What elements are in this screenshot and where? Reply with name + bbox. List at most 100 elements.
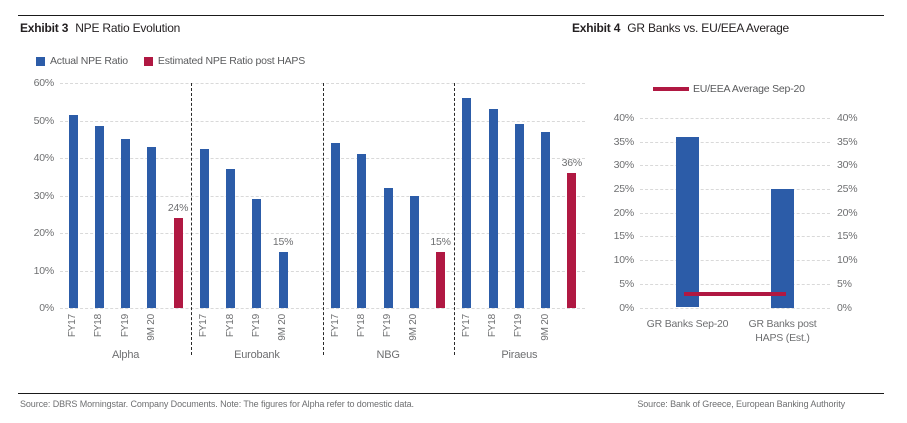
y-axis-label-right: 15% <box>837 230 858 243</box>
y-axis-label-right: 40% <box>837 111 858 124</box>
x-tick-label: FY19 <box>382 314 394 338</box>
y-axis-label: 60% <box>33 77 55 89</box>
group-label-piraeus: Piraeus <box>501 349 538 361</box>
bar-piraeus-FY17 <box>462 98 472 308</box>
y-axis-label-left: 0% <box>619 301 634 314</box>
y-axis-label: 30% <box>33 189 55 202</box>
bar-piraeus-FY19 <box>514 124 524 308</box>
x-tick-label: FY18 <box>355 314 367 338</box>
y-axis-label-right: 20% <box>837 206 858 219</box>
exhibit4-label: Exhibit 4 <box>572 21 621 35</box>
y-axis-label-left: 25% <box>613 183 635 195</box>
x-tick-label: 9M 20 <box>145 314 157 341</box>
exhibit3-legend: Actual NPE Ratio Estimated NPE Ratio pos… <box>36 55 305 67</box>
bar-eurobank-FY17 <box>199 148 209 308</box>
x-tick-label: 9M 20 <box>539 314 551 341</box>
group-label-eurobank: Eurobank <box>234 349 280 361</box>
footer-source-left: Source: DBRS Morningstar. Company Docume… <box>20 399 414 409</box>
x-tick-label: FY19 <box>250 314 262 338</box>
x-tick-label: 9M 20 <box>277 314 289 341</box>
legend-label-actual: Actual NPE Ratio <box>50 55 128 67</box>
gridline <box>640 236 830 238</box>
x-tick-label: FY18 <box>93 314 105 338</box>
exhibit3-label: Exhibit 3 <box>20 21 69 35</box>
x-tick-label: FY18 <box>487 314 499 338</box>
bar-nbg-9M20 <box>409 195 419 308</box>
y-axis-label-right: 25% <box>837 183 858 195</box>
x-tick-label: FY19 <box>119 314 131 338</box>
gridline <box>640 141 830 143</box>
bar-nbg-FY17 <box>331 143 341 308</box>
bar-eurobank-FY19 <box>252 199 262 308</box>
bar-data-label: 36% <box>561 157 583 169</box>
exhibit3-title-text: NPE Ratio Evolution <box>75 21 181 35</box>
gridline <box>640 165 830 167</box>
exhibit4-title-text: GR Banks vs. EU/EEA Average <box>627 21 790 35</box>
bar-0 <box>676 136 699 308</box>
bar-data-label: 24% <box>167 202 189 214</box>
y-axis-label-right: 0% <box>837 301 852 314</box>
eu-eea-average-line <box>684 292 786 297</box>
x-tick-label: FY18 <box>224 314 236 338</box>
bar-piraeus-FY18 <box>488 109 498 308</box>
y-axis-label-right: 5% <box>837 277 852 290</box>
bar-alpha-FY17 <box>68 114 78 308</box>
footer-source-right: Source: Bank of Greece, European Banking… <box>637 399 845 409</box>
y-axis-label-left: 40% <box>613 111 635 124</box>
y-axis-label: 40% <box>33 152 55 164</box>
gridline <box>640 117 830 119</box>
legend-label-posthaps: Estimated NPE Ratio post HAPS <box>157 55 306 67</box>
group-separator <box>453 83 455 355</box>
y-axis-label: 20% <box>33 227 55 239</box>
legend-label-eu-eea: EU/EEA Average Sep-20 <box>693 83 805 95</box>
y-axis-label-left: 30% <box>613 159 635 172</box>
exhibit4-legend: EU/EEA Average Sep-20 <box>653 83 805 95</box>
bar-alpha-FY19 <box>121 139 131 308</box>
bar-alpha-post-haps <box>173 218 183 308</box>
bar-alpha-9M20 <box>147 146 157 308</box>
x-tick-label: FY17 <box>67 314 79 338</box>
y-axis-label: 10% <box>33 264 55 277</box>
y-axis-label-right: 10% <box>837 254 858 267</box>
bar-nbg-FY19 <box>383 188 393 308</box>
bar-alpha-FY18 <box>94 126 104 308</box>
y-axis-label-left: 5% <box>619 277 634 290</box>
y-axis-label-left: 10% <box>613 254 635 267</box>
bar-data-label: 15% <box>272 235 294 248</box>
bar-eurobank-FY18 <box>226 169 236 308</box>
y-axis-label-left: 35% <box>613 135 635 148</box>
bar-piraeus-post-haps <box>567 173 577 308</box>
bar-nbg-post-haps <box>436 251 446 308</box>
y-axis-label: 0% <box>39 302 54 314</box>
gridline <box>640 260 830 262</box>
bottom-rule <box>18 393 884 394</box>
y-axis-label-left: 15% <box>613 230 635 243</box>
group-separator <box>191 83 193 355</box>
x-category-label: GR Banks Sep-20 <box>646 318 729 330</box>
x-tick-label: 9M 20 <box>408 314 420 341</box>
gridline <box>640 283 830 285</box>
gridline <box>640 189 830 190</box>
bar-data-label: 15% <box>430 235 451 248</box>
exhibit3-title: Exhibit 3 NPE Ratio Evolution <box>20 21 180 35</box>
bar-piraeus-9M20 <box>541 131 551 308</box>
y-axis-label: 50% <box>33 114 55 127</box>
group-separator <box>322 83 324 355</box>
top-rule <box>18 15 884 16</box>
y-axis-label-right: 35% <box>837 135 858 148</box>
post-haps-swatch-icon <box>143 56 153 66</box>
exhibit4-title: Exhibit 4 GR Banks vs. EU/EEA Average <box>572 21 789 35</box>
reference-line-swatch-icon <box>653 87 689 91</box>
y-axis-label-right: 30% <box>837 159 858 172</box>
group-label-nbg: NBG <box>376 349 400 361</box>
x-tick-label: FY19 <box>513 314 525 338</box>
x-category-label: GR Banks post HAPS (Est.) <box>748 318 817 345</box>
y-axis-label-left: 20% <box>613 206 635 219</box>
x-tick-label: FY17 <box>198 314 210 338</box>
actual-npe-swatch-icon <box>36 56 45 66</box>
x-tick-label: FY17 <box>460 314 472 338</box>
gridline <box>640 212 830 214</box>
bar-eurobank-9M20 <box>278 251 288 308</box>
legend-item-posthaps: Estimated NPE Ratio post HAPS <box>143 55 306 67</box>
